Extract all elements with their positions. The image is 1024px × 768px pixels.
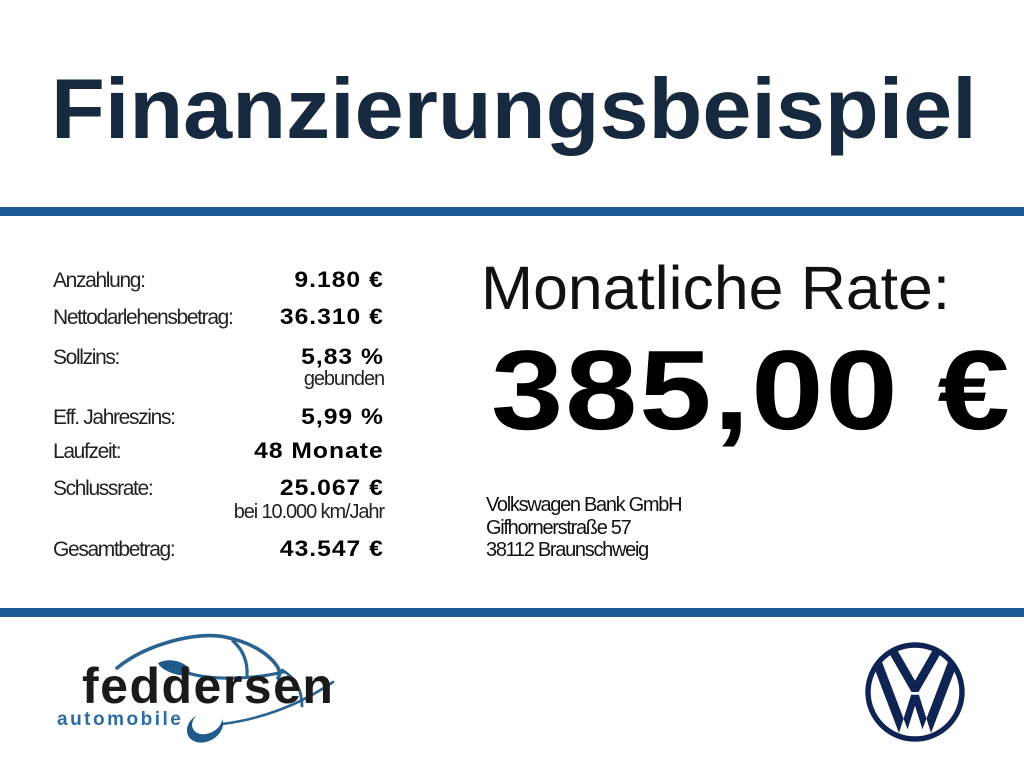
svg-text:automobile: automobile bbox=[57, 709, 183, 730]
svg-text:feddersen: feddersen bbox=[82, 658, 334, 714]
